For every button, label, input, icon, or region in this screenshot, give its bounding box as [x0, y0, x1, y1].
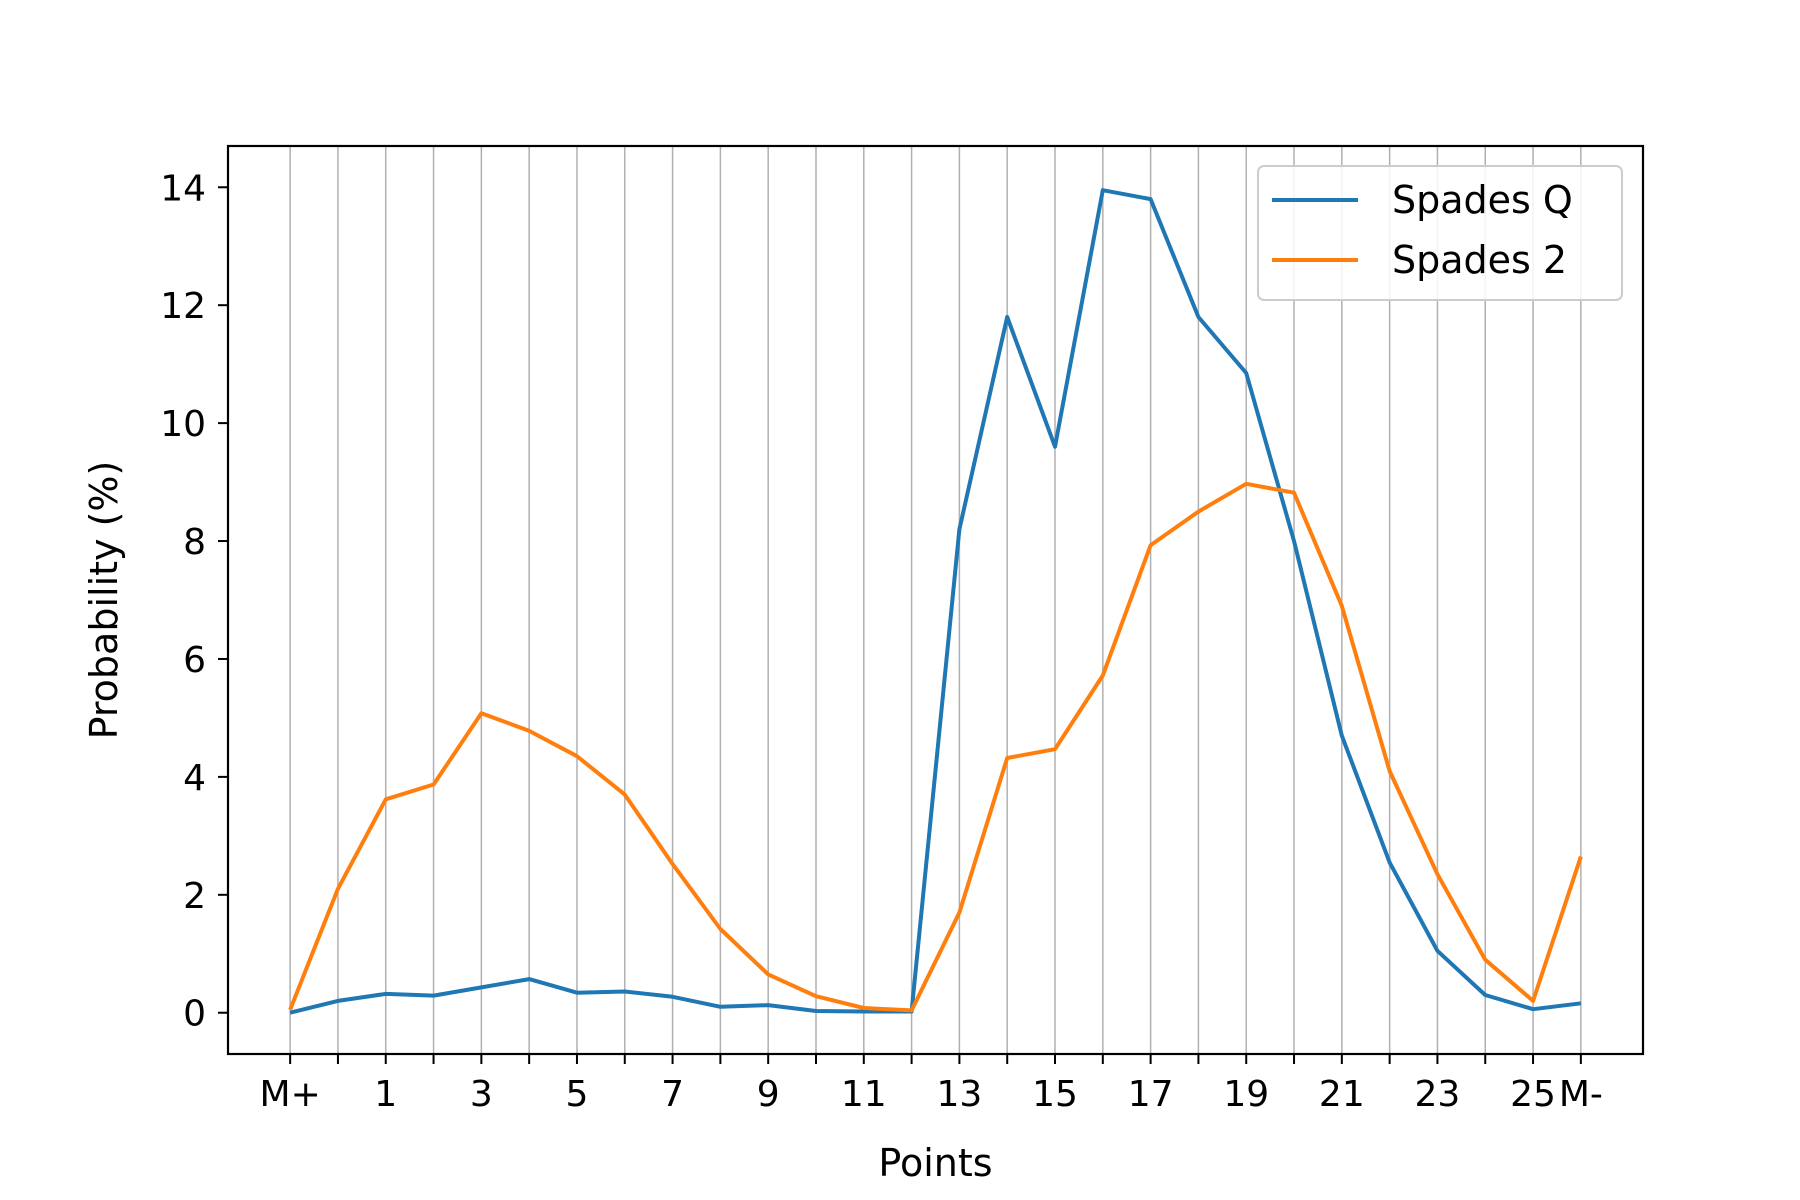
- x-axis-label: Points: [878, 1141, 992, 1185]
- x-tick-label: 25: [1510, 1074, 1556, 1115]
- series-line: [289, 188, 1582, 1015]
- x-tick-label: 19: [1223, 1074, 1269, 1115]
- x-tick-label: 21: [1319, 1074, 1365, 1115]
- series-layer: [288, 188, 1583, 1015]
- x-tick-label: 13: [936, 1074, 982, 1115]
- y-tick-label: 4: [183, 758, 206, 799]
- x-tick-label: 7: [661, 1074, 684, 1115]
- y-tick-label: 14: [160, 168, 206, 209]
- x-tick-label: 9: [757, 1074, 780, 1115]
- legend-label: Spades Q: [1392, 178, 1573, 222]
- y-axis: 0 2 4 6 8 10 12 14: [160, 168, 228, 1035]
- y-tick-label: 12: [160, 286, 206, 327]
- x-tick-label: 11: [841, 1074, 887, 1115]
- x-tick-label: 23: [1415, 1074, 1461, 1115]
- x-tick-label: 3: [470, 1074, 493, 1115]
- y-tick-label: 2: [183, 876, 206, 917]
- x-tick-label: M-: [1559, 1074, 1603, 1115]
- x-tick-label: 1: [374, 1074, 397, 1115]
- x-tick-label: 15: [1032, 1074, 1078, 1115]
- plot-frame: [226, 144, 1645, 1056]
- grid-layer: [289, 146, 1582, 1054]
- legend: Spades Q Spades 2: [1257, 165, 1623, 301]
- y-tick-label: 6: [183, 640, 206, 681]
- x-tick-label: 17: [1128, 1074, 1174, 1115]
- series-line: [288, 481, 1583, 1013]
- y-axis-label: Probability (%): [82, 461, 126, 740]
- y-tick-label: 8: [183, 522, 206, 563]
- x-axis: M+ 1 3 5 7 9 11 13 15 17 19 21 23 25 M-: [260, 1054, 1603, 1115]
- legend-label: Spades 2: [1392, 238, 1567, 282]
- y-tick-label: 0: [183, 994, 206, 1035]
- x-tick-label: 5: [566, 1074, 589, 1115]
- x-tick-label: M+: [260, 1074, 321, 1115]
- y-tick-label: 10: [160, 404, 206, 445]
